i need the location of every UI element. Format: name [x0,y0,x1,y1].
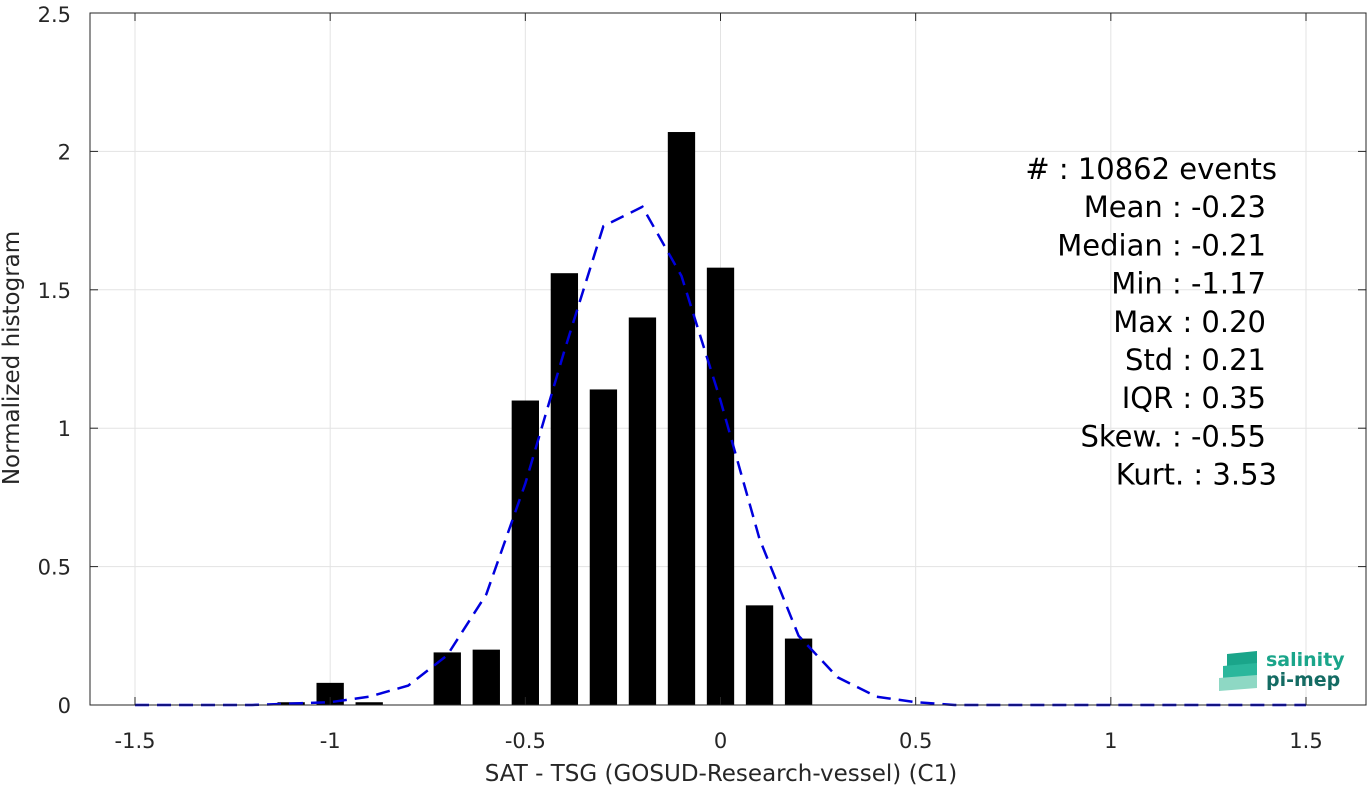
histogram-bar [355,702,383,705]
axis-ticks [90,12,1366,706]
x-tick-label: 0 [714,729,727,753]
x-tick-labels: -1.5 -1 -0.5 0 0.5 1 1.5 [115,729,1323,753]
stat-line: Mean : -0.23 [1084,190,1266,224]
histogram-bar [745,605,774,705]
x-axis-label: SAT - TSG (GOSUD-Research-vessel) (C1) [485,761,957,785]
x-tick-label: -1.5 [115,729,156,753]
histogram-bar [784,638,813,705]
y-tick-labels: 0 0.5 1 1.5 2 2.5 [38,3,71,718]
histogram-bar [433,652,461,705]
y-tick-label: 2 [58,140,71,164]
fit-curve [135,205,1306,707]
y-axis-label: Normalized histogram [0,231,25,485]
histogram-bar [550,273,579,705]
x-tick-label: 0.5 [899,729,932,753]
y-tick-label: 1 [58,417,71,441]
stat-line: IQR : 0.35 [1122,381,1266,415]
histogram-bar [316,682,344,705]
stat-line: Std : 0.21 [1125,343,1266,377]
statistics-panel: # : 10862 events Mean : -0.23 Median : -0.… [1025,152,1277,492]
stat-line: Min : -1.17 [1111,267,1266,301]
y-tick-label: 2.5 [38,3,71,27]
histogram-bar [706,267,735,705]
histogram-bar [589,389,618,705]
logo-text-pi-mep: pi-mep [1266,669,1340,691]
x-tick-label: -0.5 [505,729,546,753]
x-tick-label: -1 [320,729,341,753]
logo-mark-icon [1219,651,1257,691]
axes-box [89,12,1367,706]
salinity-pi-mep-logo: salinity pi-mep [1219,649,1345,691]
stat-line: Max : 0.20 [1113,305,1266,339]
y-tick-label: 1.5 [38,279,71,303]
histogram-bar [472,649,500,705]
x-tick-label: 1 [1104,729,1117,753]
stat-line: # : 10862 events [1025,152,1277,186]
logo-text-salinity: salinity [1266,649,1345,671]
y-tick-label: 0.5 [38,556,71,580]
stat-line: Kurt. : 3.53 [1116,458,1277,492]
stat-line: Skew. : -0.55 [1080,419,1266,453]
histogram-bar [511,400,539,705]
y-tick-label: 0 [58,694,71,718]
histogram-bars [277,132,813,706]
histogram-bar [628,317,657,705]
histogram-bar [667,132,696,706]
stat-line: Median : -0.21 [1057,228,1266,262]
x-tick-label: 1.5 [1289,729,1322,753]
